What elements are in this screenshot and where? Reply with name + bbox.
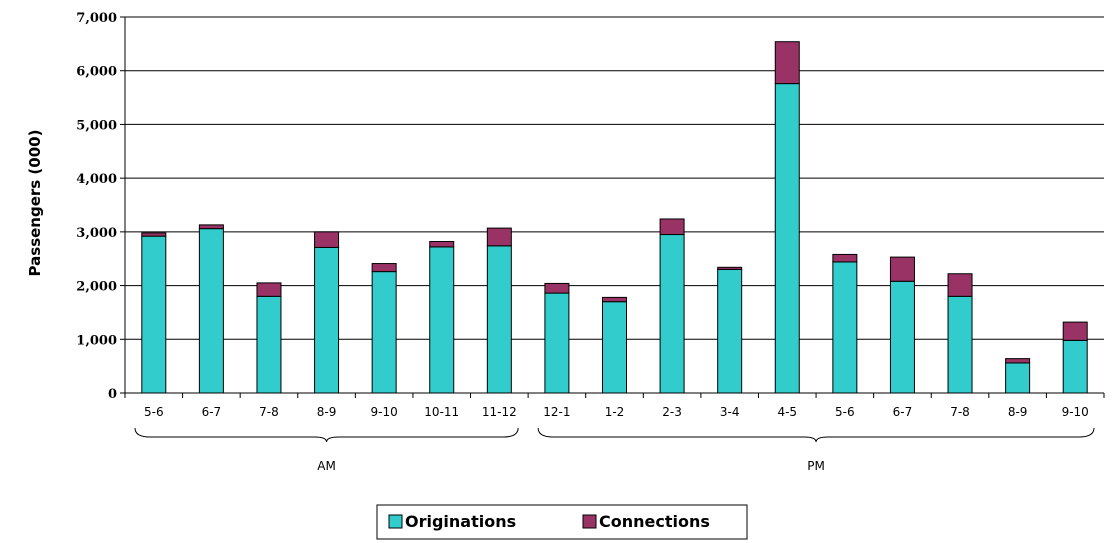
group-brace [134, 427, 519, 443]
bar-connections [1005, 358, 1031, 364]
bar-connections [602, 296, 627, 303]
gridlines [120, 16, 1104, 394]
y-axis-label: Passengers (000) [26, 130, 44, 277]
x-tick-label: 7-8 [259, 405, 279, 419]
x-tick-label: 8-9 [1008, 405, 1028, 419]
x-tick-label: 7-8 [950, 405, 970, 419]
legend-swatch-originations [388, 514, 403, 529]
legend-box [376, 504, 748, 540]
bar-connections [947, 273, 973, 297]
bar-connections [1062, 321, 1088, 341]
bar-connections [832, 253, 858, 263]
y-tick-label: 6,000 [76, 65, 117, 80]
x-tick-label: 2-3 [662, 405, 682, 419]
x-tick-label: 11-12 [482, 405, 517, 419]
bar-originations [141, 235, 167, 394]
bar-originations [717, 268, 743, 394]
y-tick-label: 0 [108, 387, 117, 402]
y-tick-label: 7,000 [76, 11, 117, 26]
bar-originations [1005, 362, 1031, 394]
bar-originations [1062, 339, 1088, 394]
x-tick-labels: 5-6 6-7 7-8 8-9 9-10 10-11 11-12 12-1 1-2 2-3 3-4 4… [144, 405, 1089, 419]
bar-originations [486, 245, 512, 394]
bar-originations [774, 83, 800, 394]
y-tick-label: 4,000 [76, 172, 117, 187]
bar-originations [429, 246, 455, 394]
x-tick-label: 10-11 [424, 405, 459, 419]
x-tick-label: 5-6 [144, 405, 164, 419]
bar-connections [774, 41, 800, 85]
x-tick-label: 8-9 [317, 405, 337, 419]
y-tick-label: 3,000 [76, 226, 117, 241]
bar-connections [371, 263, 397, 273]
bar-connections [544, 282, 570, 294]
legend-swatch-connections [582, 514, 597, 529]
bar-originations [371, 271, 397, 394]
y-tick-label: 1,000 [76, 333, 117, 348]
bar-originations [198, 228, 224, 394]
x-tick-label: 9-10 [371, 405, 398, 419]
bar-connections [256, 282, 282, 297]
bar-originations [889, 280, 915, 394]
bar-connections [429, 241, 455, 248]
bar-originations [947, 295, 973, 394]
x-tick-label: 1-2 [605, 405, 625, 419]
x-tick-label: 9-10 [1062, 405, 1089, 419]
legend-label-originations: Originations [405, 512, 516, 531]
y-tick-label: 5,000 [76, 118, 117, 133]
y-tick-labels: 0 1,000 2,000 3,000 4,000 5,000 6,000 7,000 [76, 11, 117, 402]
x-tick-label: 3-4 [720, 405, 740, 419]
x-tick-label: 6-7 [893, 405, 913, 419]
x-tick-label: 12-1 [543, 405, 570, 419]
legend: Originations Connections [376, 504, 748, 540]
axes [124, 17, 1105, 398]
bar-connections [198, 224, 224, 230]
y-tick-label: 2,000 [76, 280, 117, 295]
bars [141, 41, 1088, 394]
bar-originations [314, 246, 340, 394]
bar-connections [486, 227, 512, 247]
x-tick-label: 4-5 [777, 405, 797, 419]
bar-originations [832, 261, 858, 394]
bar-originations [602, 301, 627, 394]
group-label: PM [807, 459, 825, 473]
bar-connections [889, 256, 915, 282]
bar-connections [141, 232, 167, 237]
x-tick-label: 5-6 [835, 405, 855, 419]
bar-originations [659, 234, 685, 394]
bar-originations [544, 292, 570, 394]
bar-connections [659, 218, 685, 236]
bar-originations [256, 295, 282, 394]
bar-connections [314, 231, 340, 248]
group-brace [537, 427, 1095, 443]
bar-connections [717, 266, 743, 270]
legend-label-connections: Connections [599, 512, 710, 531]
x-tick-label: 6-7 [202, 405, 222, 419]
time-groups: AM PM [134, 427, 1095, 473]
group-label: AM [317, 459, 336, 473]
